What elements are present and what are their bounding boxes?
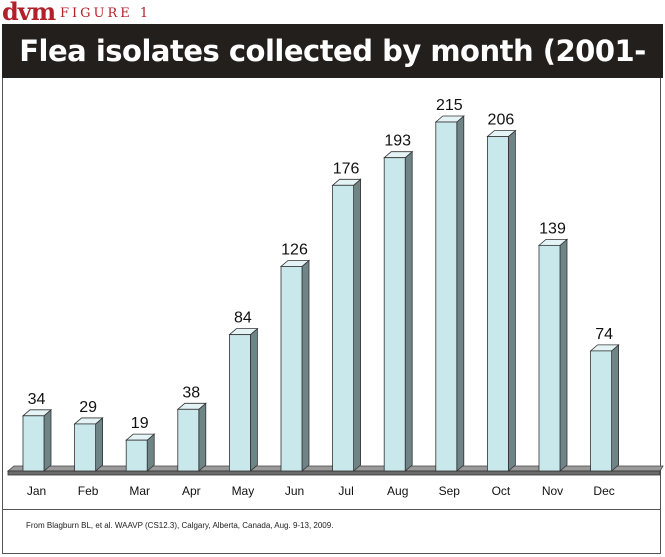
bar-side (301, 259, 310, 472)
bar-sep: 215 Sep (434, 97, 465, 498)
bar-front (435, 121, 458, 472)
bar-side (95, 417, 103, 472)
floor-front (7, 470, 661, 476)
bar-jul: 176 Jul (331, 160, 362, 498)
header: dvm FIGURE 1 (0, 0, 665, 26)
bar-front (590, 350, 612, 472)
data-label: 19 (131, 415, 149, 432)
data-label: 38 (182, 384, 200, 401)
x-tick-label: Apr (182, 484, 201, 498)
bar-front (280, 266, 303, 472)
bar-side (559, 238, 568, 472)
bar-side (198, 402, 207, 472)
source-divider (2, 509, 661, 510)
bar-front (74, 423, 96, 472)
source-note: From Blagburn BL, et al. WAAVP (CS12.3),… (26, 521, 334, 530)
bar-side (249, 327, 258, 472)
x-tick-label: Nov (542, 484, 563, 498)
figure-label: FIGURE 1 (60, 6, 152, 21)
chart-frame (2, 78, 661, 554)
data-label: 126 (281, 241, 308, 258)
data-label: 34 (28, 391, 46, 408)
x-tick-label: Sep (439, 484, 461, 498)
bar-front (125, 439, 148, 472)
bar-side (611, 344, 619, 472)
bar-front (177, 408, 200, 472)
bar-side (43, 408, 52, 472)
bar-front (22, 415, 45, 472)
data-label: 206 (488, 112, 515, 129)
bar-aug: 193 Aug (383, 133, 414, 498)
bar-side (456, 115, 465, 472)
x-tick-label: Jun (285, 484, 304, 498)
bar-dec: 74 Dec (589, 326, 620, 498)
data-label: 215 (436, 97, 463, 114)
bar-apr: 38 Apr (176, 384, 207, 498)
bar-oct: 206 Oct (486, 112, 517, 498)
bar-side (404, 150, 413, 472)
data-label: 84 (234, 310, 252, 327)
x-tick-label: Mar (129, 484, 150, 498)
title-bar: Flea isolates collected by month (2001-2… (2, 24, 663, 122)
x-tick-label: Aug (387, 484, 408, 498)
x-tick-label: Feb (78, 484, 99, 498)
chart-title: Flea isolates collected by month (2001-2… (19, 34, 646, 122)
bar-may: 84 May (228, 310, 259, 498)
x-tick-label: May (232, 484, 255, 498)
bar-front (228, 334, 251, 472)
bar-nov: 139 Nov (537, 220, 569, 498)
data-label: 139 (539, 220, 566, 237)
bar-side (507, 129, 516, 472)
bar-front (332, 184, 355, 472)
bar-front (486, 136, 509, 472)
bar-mar: 19 Mar (125, 415, 156, 498)
x-tick-label: Dec (593, 484, 614, 498)
bar-feb: 29 Feb (73, 399, 104, 498)
bar-jun: 126 Jun (279, 241, 311, 498)
x-tick-label: Jul (338, 484, 353, 498)
bar-side (353, 178, 362, 472)
bar-front (538, 244, 561, 472)
bar-jan: 34 Jan (21, 391, 53, 498)
x-tick-label: Oct (492, 484, 511, 498)
data-label: 193 (384, 133, 411, 150)
data-label: 176 (333, 160, 360, 177)
brand-logo: dvm (2, 0, 56, 26)
data-label: 74 (595, 326, 613, 343)
x-tick-label: Jan (27, 484, 46, 498)
data-label: 29 (79, 399, 97, 416)
bar-front (383, 157, 406, 472)
